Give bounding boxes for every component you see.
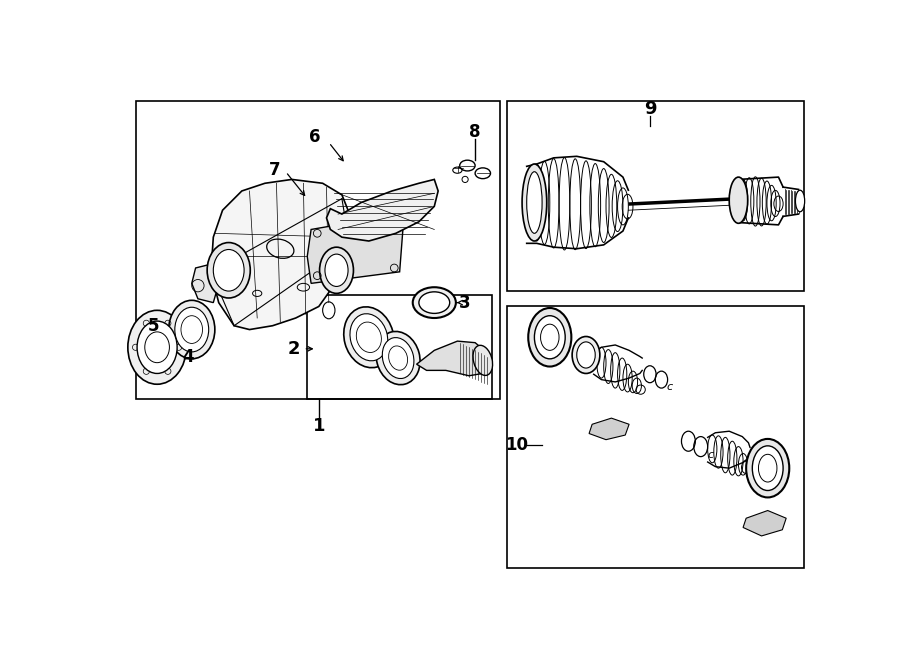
Ellipse shape — [535, 316, 565, 359]
Text: 9: 9 — [644, 100, 656, 118]
Text: c: c — [666, 382, 672, 393]
Ellipse shape — [382, 338, 414, 379]
Text: 3: 3 — [459, 293, 471, 311]
Polygon shape — [327, 179, 438, 241]
Polygon shape — [417, 341, 488, 375]
Ellipse shape — [796, 190, 805, 212]
Polygon shape — [211, 179, 349, 330]
Bar — [307, 295, 492, 399]
Text: 4: 4 — [182, 348, 194, 366]
Text: c: c — [707, 450, 714, 460]
Ellipse shape — [128, 310, 186, 384]
Polygon shape — [307, 214, 403, 284]
Ellipse shape — [320, 247, 354, 293]
Text: 6: 6 — [310, 128, 320, 146]
Ellipse shape — [473, 345, 492, 375]
Ellipse shape — [207, 243, 250, 298]
Polygon shape — [590, 418, 629, 440]
Ellipse shape — [137, 321, 177, 373]
Ellipse shape — [418, 292, 450, 313]
Ellipse shape — [572, 336, 599, 373]
Bar — [508, 307, 804, 568]
Text: 7: 7 — [269, 161, 281, 179]
Ellipse shape — [522, 164, 546, 241]
Ellipse shape — [325, 254, 348, 286]
Ellipse shape — [752, 446, 783, 490]
Ellipse shape — [577, 342, 595, 368]
Polygon shape — [743, 510, 787, 536]
Bar — [508, 101, 804, 291]
Text: 8: 8 — [470, 123, 481, 141]
Ellipse shape — [526, 172, 542, 233]
Text: 1: 1 — [312, 417, 325, 435]
Text: 10: 10 — [505, 436, 528, 454]
Polygon shape — [192, 264, 222, 303]
Ellipse shape — [350, 314, 388, 361]
Ellipse shape — [168, 300, 215, 359]
Ellipse shape — [746, 439, 789, 498]
Ellipse shape — [413, 288, 456, 318]
Text: 5: 5 — [148, 317, 159, 334]
Ellipse shape — [344, 307, 394, 368]
Ellipse shape — [376, 331, 420, 385]
Bar — [136, 101, 500, 399]
Text: 2: 2 — [287, 340, 300, 358]
Ellipse shape — [213, 249, 244, 291]
Ellipse shape — [528, 308, 572, 367]
Ellipse shape — [729, 177, 748, 223]
Ellipse shape — [175, 307, 209, 352]
